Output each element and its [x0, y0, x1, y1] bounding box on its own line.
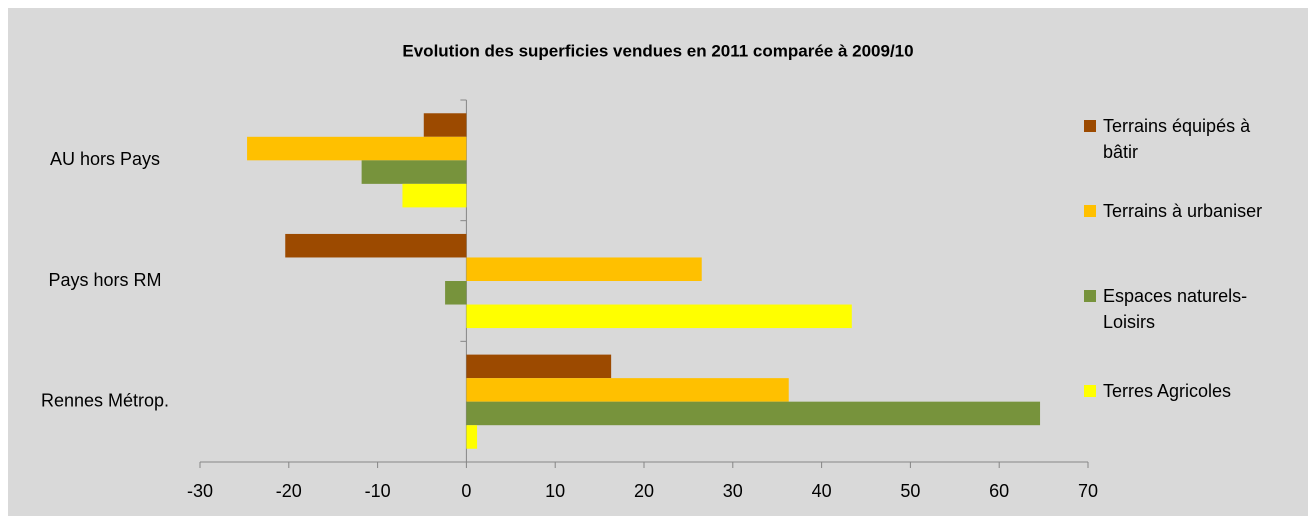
bar [445, 281, 467, 305]
legend-label: Terrains équipés à bâtir [1103, 116, 1251, 162]
bar [402, 183, 467, 208]
legend-label: Terrains à urbaniser [1103, 201, 1263, 221]
bar [285, 233, 467, 258]
bar [361, 160, 467, 184]
x-tick-label: 50 [900, 481, 920, 501]
x-tick-label: 0 [461, 481, 471, 501]
bar [466, 378, 789, 402]
legend-swatch [1084, 385, 1096, 397]
bar [466, 425, 478, 449]
y-tick-label: AU hors Pays [50, 149, 160, 169]
x-tick-label: -10 [365, 481, 391, 501]
bar [466, 354, 612, 379]
chart-title: Evolution des superficies vendues en 201… [402, 41, 913, 60]
y-tick-label: Pays hors RM [48, 270, 161, 290]
bar [466, 304, 852, 329]
x-tick-label: 70 [1078, 481, 1098, 501]
legend-label: Terres Agricoles [1103, 381, 1232, 401]
x-tick-label: 20 [634, 481, 654, 501]
x-tick-label: 60 [989, 481, 1009, 501]
bar [247, 136, 467, 161]
legend-swatch [1084, 205, 1096, 217]
bar [466, 401, 1041, 426]
bar [423, 113, 467, 137]
y-tick-label: Rennes Métrop. [41, 390, 169, 410]
x-tick-label: 40 [812, 481, 832, 501]
x-tick-label: 10 [545, 481, 565, 501]
x-tick-label: -20 [276, 481, 302, 501]
legend-swatch [1084, 120, 1096, 132]
x-tick-label: 30 [723, 481, 743, 501]
legend-swatch [1084, 290, 1096, 302]
x-tick-label: -30 [187, 481, 213, 501]
bar [466, 257, 702, 281]
legend-label: Espaces naturels-Loisirs [1103, 286, 1248, 332]
